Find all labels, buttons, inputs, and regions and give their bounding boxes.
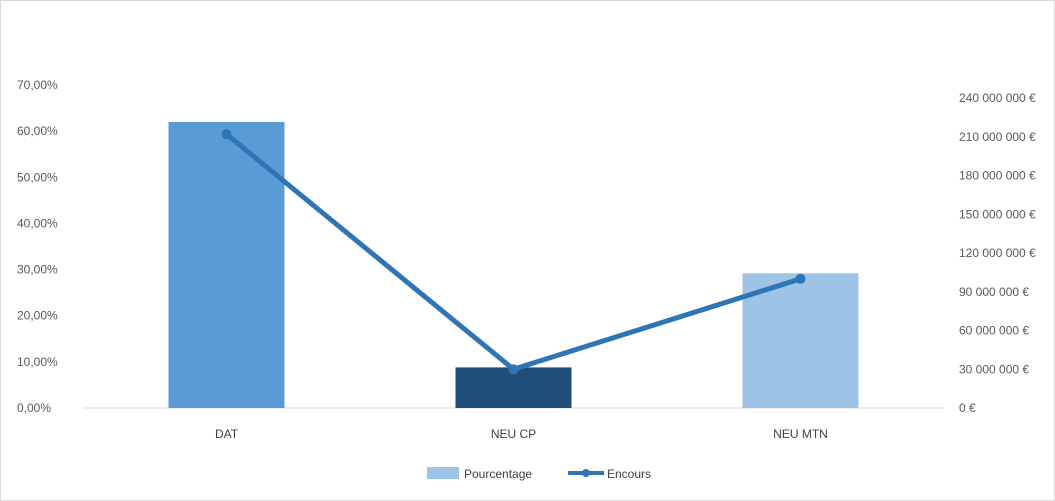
left-tick-label: 60,00% bbox=[17, 124, 58, 138]
encours-point bbox=[221, 129, 232, 140]
left-tick-label: 30,00% bbox=[17, 263, 58, 277]
legend-marker-encours bbox=[582, 469, 590, 477]
left-tick-label: 0,00% bbox=[17, 401, 51, 415]
legend: Pourcentage Encours bbox=[427, 467, 651, 481]
right-tick-label: 240 000 000 € bbox=[959, 91, 1036, 105]
right-tick-label: 180 000 000 € bbox=[959, 169, 1036, 183]
legend-label-pourcentage: Pourcentage bbox=[464, 467, 532, 481]
right-tick-label: 120 000 000 € bbox=[959, 246, 1036, 260]
right-tick-label: 150 000 000 € bbox=[959, 207, 1036, 221]
left-tick-label: 40,00% bbox=[17, 216, 58, 230]
bar-dat bbox=[168, 121, 285, 409]
right-tick-label: 90 000 000 € bbox=[959, 285, 1029, 299]
encours-point bbox=[508, 364, 519, 375]
left-tick-label: 70,00% bbox=[17, 78, 58, 92]
left-tick-label: 20,00% bbox=[17, 309, 58, 323]
right-tick-label: 0 € bbox=[959, 401, 976, 415]
bar-neu-mtn bbox=[742, 273, 859, 408]
encours-line bbox=[224, 131, 803, 372]
right-tick-label: 210 000 000 € bbox=[959, 130, 1036, 144]
category-label: NEU CP bbox=[491, 427, 536, 441]
right-axis-ticks: 0 € 30 000 000 € 60 000 000 € 90 000 000 € 1… bbox=[959, 91, 1036, 415]
legend-label-encours: Encours bbox=[607, 467, 651, 481]
category-label: NEU MTN bbox=[773, 427, 828, 441]
left-axis-ticks: 0,00% 10,00% 20,00% 30,00% 40,00% 50,00% 60,00… bbox=[17, 78, 58, 415]
left-tick-label: 10,00% bbox=[17, 355, 58, 369]
right-tick-label: 30 000 000 € bbox=[959, 362, 1029, 376]
right-tick-label: 60 000 000 € bbox=[959, 324, 1029, 338]
encours-point bbox=[795, 273, 806, 284]
left-tick-label: 50,00% bbox=[17, 170, 58, 184]
legend-swatch-pourcentage bbox=[427, 467, 459, 479]
category-labels: DAT NEU CP NEU MTN bbox=[215, 427, 828, 441]
category-label: DAT bbox=[215, 427, 239, 441]
line-series bbox=[221, 129, 806, 375]
